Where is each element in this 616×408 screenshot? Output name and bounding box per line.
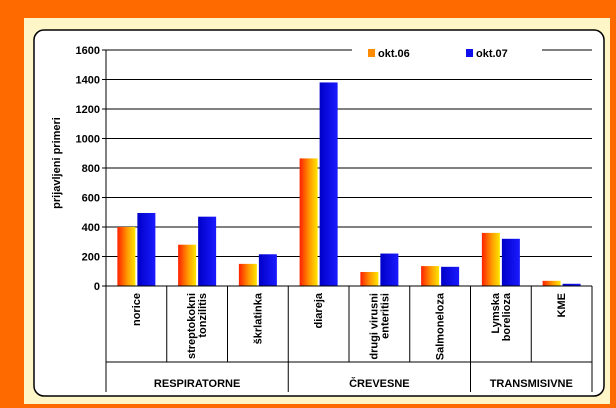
y-axis-label: prijavljeni primeri bbox=[51, 117, 63, 209]
group-label: TRANSMISIVNE bbox=[490, 378, 573, 390]
bar-okt.06-3 bbox=[238, 263, 257, 286]
category-label: streptokoknitonzilitis bbox=[186, 293, 209, 359]
category-label: KME bbox=[556, 293, 568, 317]
legend-box bbox=[352, 42, 542, 64]
y-tick-label: 400 bbox=[82, 222, 100, 234]
category-label: Lymskaborelioza bbox=[490, 292, 513, 341]
bar-okt.07-2 bbox=[198, 216, 217, 286]
bar-okt.06-5 bbox=[360, 271, 379, 286]
bar-okt.07-5 bbox=[380, 253, 399, 286]
bar-okt.06-2 bbox=[178, 244, 197, 286]
bar-okt.07-7 bbox=[501, 238, 520, 286]
bar-okt.07-4 bbox=[319, 82, 338, 286]
bar-okt.06-7 bbox=[481, 232, 500, 286]
y-tick-label: 0 bbox=[94, 281, 100, 293]
y-tick-label: 1200 bbox=[76, 104, 100, 116]
legend-swatch bbox=[368, 49, 375, 57]
bar-okt.06-1 bbox=[117, 227, 136, 286]
bar-okt.06-8 bbox=[542, 280, 561, 286]
bar-okt.07-3 bbox=[258, 254, 277, 286]
y-tick-label: 200 bbox=[82, 252, 100, 264]
group-label: ČREVESNE bbox=[349, 377, 410, 390]
bar-okt.07-8 bbox=[562, 283, 581, 286]
legend-label: okt.07 bbox=[476, 48, 508, 60]
legend-swatch bbox=[466, 49, 473, 57]
category-label: drugi virusnienteritisi bbox=[368, 293, 391, 360]
bar-okt.07-6 bbox=[441, 266, 460, 286]
y-tick-label: 1400 bbox=[76, 75, 100, 87]
bar-okt.06-4 bbox=[299, 158, 318, 286]
category-label: Salmoneloza bbox=[435, 292, 447, 360]
category-label: diareja bbox=[313, 292, 325, 328]
y-tick-label: 600 bbox=[82, 193, 100, 205]
y-tick-label: 1000 bbox=[76, 134, 100, 146]
y-tick-label: 800 bbox=[82, 163, 100, 175]
bar-okt.06-6 bbox=[421, 266, 440, 286]
group-label: RESPIRATORNE bbox=[154, 378, 240, 390]
category-label: škrlatinka bbox=[252, 292, 264, 344]
category-label: norice bbox=[131, 293, 143, 326]
chart-area bbox=[33, 29, 605, 397]
y-tick-label: 1600 bbox=[76, 45, 100, 57]
bar-okt.07-1 bbox=[137, 212, 156, 286]
legend-label: okt.06 bbox=[378, 48, 410, 60]
